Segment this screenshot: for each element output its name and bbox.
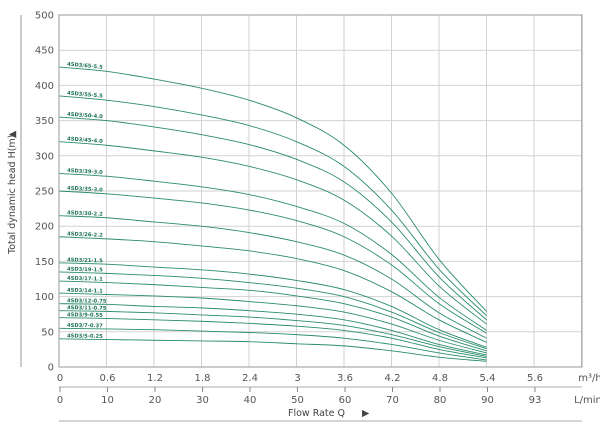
curve-line	[58, 292, 487, 354]
x-tick-label: 1.8	[195, 373, 211, 384]
x-tick-label: 2.4	[242, 373, 258, 384]
curve-line	[58, 215, 487, 339]
x2-unit-label: L/min	[574, 395, 600, 406]
curve-line	[58, 280, 487, 352]
curve-label: 4SD3/26-2.2	[67, 231, 103, 239]
curve-label: 4SD3/65-5.5	[67, 62, 103, 71]
y-tick-label: 250	[35, 187, 54, 198]
x2-tick-label: 93	[529, 395, 542, 406]
x-tick-label: 0	[57, 373, 63, 384]
y-tick-label: 100	[35, 292, 54, 303]
curve-line	[58, 317, 487, 359]
x-tick-label: 4.8	[432, 373, 448, 384]
curve-line	[58, 190, 487, 334]
curve-line	[58, 172, 487, 331]
curve-label: 4SD3/9-0.55	[67, 312, 103, 319]
curve-line	[58, 66, 487, 312]
curve-label: 4SD3/12-0.75	[67, 298, 107, 305]
x2-tick-label: 60	[339, 395, 352, 406]
curve-label: 4SD3/19-1.5	[67, 266, 103, 273]
curve-label: 4SD3/50-4.0	[67, 112, 103, 121]
curve-line	[58, 141, 487, 325]
x-unit-label: m³/h	[578, 373, 600, 384]
curve-label: 4SD3/7-0.37	[67, 323, 103, 330]
x2-tick-label: 70	[386, 395, 399, 406]
curve-line	[58, 338, 487, 362]
curve-label: 4SD3/17-1.1	[67, 276, 103, 283]
curve-label: 4SD3/14-1.1	[67, 288, 103, 295]
y-tick-label: 500	[35, 11, 54, 22]
curve-line	[58, 116, 487, 321]
x2-tick-label: 90	[481, 395, 494, 406]
y-tick-label: 50	[41, 327, 54, 338]
x-axis-arrow-icon: ▶	[362, 408, 370, 419]
curve-label: 4SD3/45-4.0	[67, 136, 103, 145]
y-tick-label: 150	[35, 257, 54, 268]
x-tick-label: 1.2	[147, 373, 163, 384]
y-tick-label: 450	[35, 46, 54, 57]
x-tick-label: 5.6	[527, 373, 543, 384]
y-axis-arrow-icon: ▲	[7, 130, 18, 138]
curve-line	[58, 327, 487, 361]
curves	[58, 66, 487, 362]
x-tick-label: 0.6	[100, 373, 116, 384]
x-tick-label: 5.4	[480, 373, 496, 384]
curve-line	[58, 303, 487, 356]
plot-frame	[58, 14, 583, 368]
curve-line	[58, 271, 487, 350]
curve-line	[58, 95, 487, 316]
x-axis-label: Flow Rate Q	[288, 408, 345, 419]
x2-tick-label: 80	[434, 395, 447, 406]
curve-line	[58, 262, 487, 348]
y-tick-label: 200	[35, 222, 54, 233]
curve-label: 4SD3/35-3.0	[67, 186, 103, 194]
x2-tick-label: 20	[149, 395, 162, 406]
grid	[58, 14, 582, 368]
x-tick-label: 4.2	[385, 373, 401, 384]
curve-line	[58, 236, 487, 343]
x2-tick-label: 50	[291, 395, 304, 406]
x2-tick-label: 40	[244, 395, 257, 406]
y-tick-label: 400	[35, 81, 54, 92]
y-tick-label: 300	[35, 151, 54, 162]
x-tick-label: 3.6	[337, 373, 353, 384]
curve-line	[58, 310, 487, 357]
curve-label: 4SD3/21-1.5	[67, 257, 103, 264]
curve-label: 4SD3/30-2.2	[67, 210, 103, 218]
curve-label: 4SD3/11-0.75	[67, 305, 107, 312]
x2-tick-label: 30	[196, 395, 209, 406]
curve-labels: 4SD3/65-5.5 4SD3/55-5.5 4SD3/50-4.0 4SD3/45…	[67, 62, 107, 340]
curve-label: 4SD3/39-3.0	[67, 168, 103, 176]
curve-label: 4SD3/55-5.5	[67, 90, 103, 99]
x2-tick-label: 10	[101, 395, 114, 406]
curve-label: 4SD3/5-0.25	[67, 333, 103, 340]
x-tick-label: 3	[294, 373, 300, 384]
x2-tick-label: 0	[57, 395, 63, 406]
y-axis-label: Total dynamic head H(m)	[7, 135, 18, 255]
y-tick-label: 0	[48, 363, 54, 374]
y-tick-label: 350	[35, 116, 54, 127]
